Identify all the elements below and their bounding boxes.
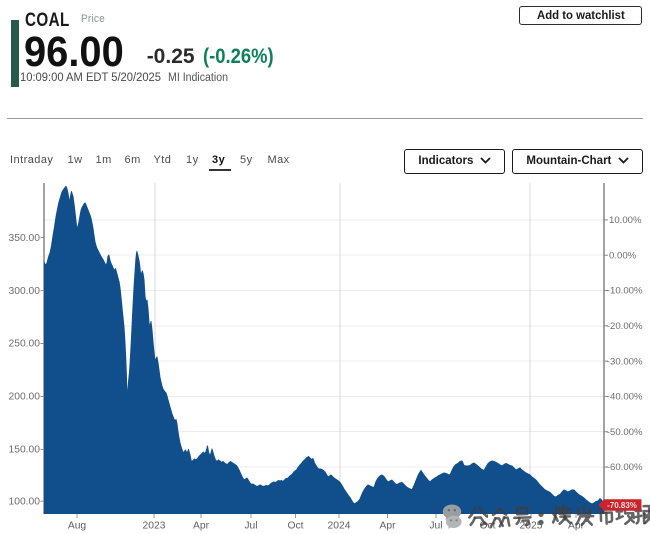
svg-text:-70.83%: -70.83%: [607, 501, 637, 510]
svg-text:-30.00%: -30.00%: [607, 356, 643, 367]
svg-text:Apr: Apr: [193, 521, 210, 532]
svg-text:Oct: Oct: [287, 521, 303, 532]
svg-text:200.00: 200.00: [9, 392, 41, 403]
svg-text:-40.00%: -40.00%: [607, 392, 643, 403]
svg-text:-20.00%: -20.00%: [607, 321, 643, 332]
svg-text:10.00%: 10.00%: [609, 215, 642, 226]
svg-text:Jul: Jul: [244, 521, 257, 532]
svg-text:Aug: Aug: [68, 521, 87, 532]
svg-text:250.00: 250.00: [9, 339, 41, 350]
svg-text:0.00%: 0.00%: [609, 250, 637, 261]
svg-text:-50.00%: -50.00%: [607, 427, 643, 438]
svg-text:350.00: 350.00: [9, 233, 41, 244]
svg-text:Apr: Apr: [379, 521, 396, 532]
svg-text:Apr: Apr: [568, 521, 585, 532]
svg-text:100.00: 100.00: [9, 496, 41, 507]
svg-text:2025: 2025: [520, 521, 543, 532]
svg-text:-60.00%: -60.00%: [607, 462, 643, 473]
svg-text:2023: 2023: [143, 521, 166, 532]
svg-text:150.00: 150.00: [9, 445, 41, 456]
svg-text:300.00: 300.00: [9, 286, 41, 297]
svg-text:-10.00%: -10.00%: [607, 286, 643, 297]
svg-text:2024: 2024: [328, 521, 351, 532]
svg-text:Oct: Oct: [479, 521, 495, 532]
svg-text:Jul: Jul: [429, 521, 442, 532]
